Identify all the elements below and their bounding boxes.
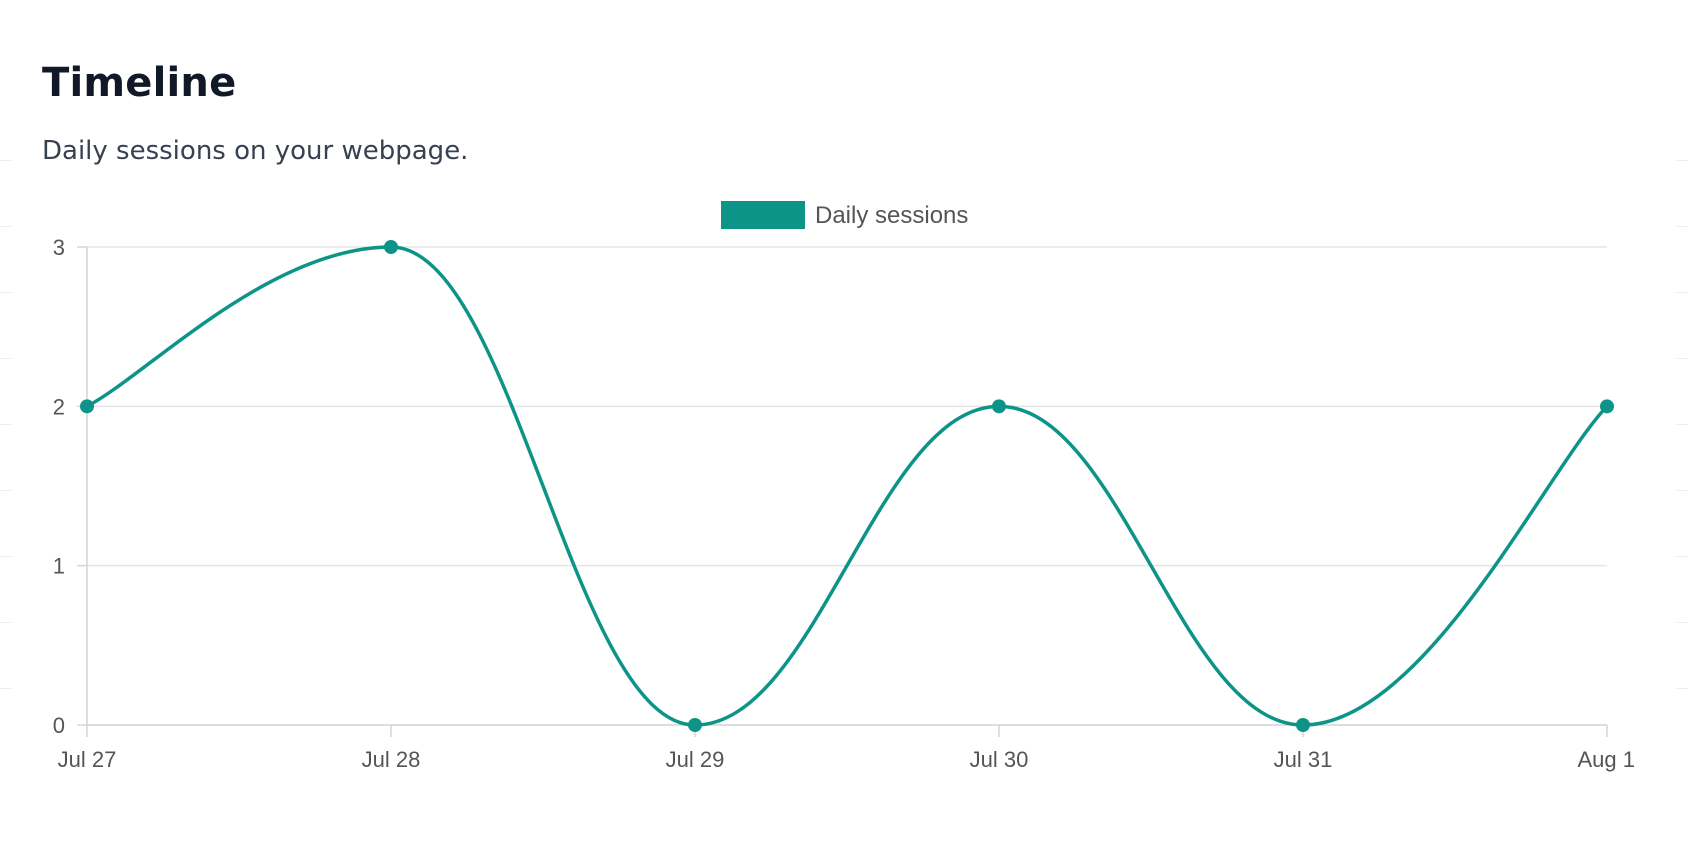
left-edge-decoration xyxy=(0,0,12,856)
x-tick-label: Jul 27 xyxy=(58,747,117,772)
page-title: Timeline xyxy=(42,60,237,106)
chart-grid xyxy=(87,246,1607,567)
data-point[interactable] xyxy=(1296,718,1310,732)
data-point[interactable] xyxy=(1600,399,1614,414)
data-point[interactable] xyxy=(992,399,1006,414)
chart-series xyxy=(80,240,1614,732)
x-tick-label: Jul 30 xyxy=(970,747,1029,772)
legend-swatch[interactable] xyxy=(721,201,805,229)
x-tick-label: Aug 1 xyxy=(1578,747,1636,772)
y-tick-label: 2 xyxy=(53,394,65,419)
right-edge-decoration xyxy=(1676,0,1688,856)
y-tick-label: 0 xyxy=(53,713,65,738)
x-axis: Jul 27 Jul 28 Jul 29 Jul 30 Jul 31 Aug 1 xyxy=(58,724,1636,772)
data-point[interactable] xyxy=(80,399,94,414)
data-point[interactable] xyxy=(384,240,398,254)
y-tick-label: 1 xyxy=(53,554,65,579)
y-axis: 0 1 2 3 xyxy=(53,235,88,738)
data-point[interactable] xyxy=(688,718,702,732)
x-tick-label: Jul 28 xyxy=(362,747,421,772)
page-subtitle: Daily sessions on your webpage. xyxy=(42,136,469,166)
x-tick-label: Jul 29 xyxy=(666,747,725,772)
x-tick-label: Jul 31 xyxy=(1274,747,1333,772)
y-tick-label: 3 xyxy=(53,235,65,260)
series-line-daily-sessions xyxy=(85,245,1609,727)
legend-label[interactable]: Daily sessions xyxy=(815,202,968,229)
chart-legend[interactable]: Daily sessions xyxy=(721,201,968,229)
